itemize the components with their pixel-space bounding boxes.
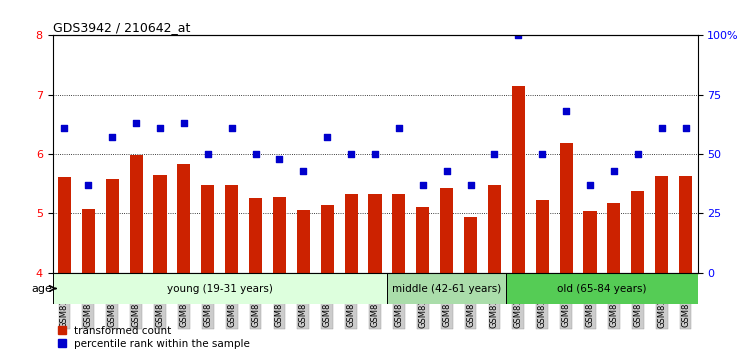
Point xyxy=(536,151,548,157)
Bar xyxy=(440,188,453,273)
Bar xyxy=(368,194,382,273)
Point xyxy=(488,151,500,157)
Bar xyxy=(58,177,71,273)
Bar xyxy=(560,143,573,273)
Point xyxy=(178,120,190,126)
Bar xyxy=(201,185,214,273)
Bar xyxy=(225,185,238,273)
Bar xyxy=(392,194,406,273)
Point xyxy=(274,156,286,161)
Point xyxy=(417,182,429,188)
Point xyxy=(154,125,166,131)
Text: old (65-84 years): old (65-84 years) xyxy=(557,284,646,293)
Point xyxy=(680,125,692,131)
Text: GDS3942 / 210642_at: GDS3942 / 210642_at xyxy=(53,21,190,34)
Bar xyxy=(82,209,95,273)
Bar xyxy=(632,192,644,273)
Bar xyxy=(387,273,506,304)
Bar xyxy=(679,176,692,273)
Point xyxy=(560,108,572,114)
Bar xyxy=(536,200,549,273)
Bar xyxy=(154,175,166,273)
Point xyxy=(297,168,309,173)
Point xyxy=(441,168,453,173)
Point xyxy=(393,125,405,131)
Bar xyxy=(106,179,118,273)
Point xyxy=(82,182,94,188)
Point xyxy=(226,125,238,131)
Point xyxy=(656,125,668,131)
Bar xyxy=(584,211,596,273)
Point xyxy=(106,135,118,140)
Point xyxy=(369,151,381,157)
Bar xyxy=(416,207,429,273)
Point xyxy=(345,151,357,157)
Bar xyxy=(321,205,334,273)
Point xyxy=(464,182,476,188)
Bar xyxy=(130,155,142,273)
Bar xyxy=(512,86,525,273)
Point xyxy=(608,168,620,173)
Point xyxy=(250,151,262,157)
Point xyxy=(584,182,596,188)
Bar xyxy=(177,164,190,273)
Text: age: age xyxy=(32,284,53,293)
Bar xyxy=(344,194,358,273)
Bar xyxy=(488,185,501,273)
Bar xyxy=(506,273,698,304)
Bar xyxy=(655,176,668,273)
Bar xyxy=(53,273,387,304)
Bar xyxy=(297,210,310,273)
Point xyxy=(512,33,524,38)
Bar xyxy=(608,203,620,273)
Text: middle (42-61 years): middle (42-61 years) xyxy=(392,284,501,293)
Bar xyxy=(273,197,286,273)
Bar xyxy=(464,217,477,273)
Point xyxy=(321,135,333,140)
Point xyxy=(202,151,214,157)
Point xyxy=(632,151,644,157)
Text: young (19-31 years): young (19-31 years) xyxy=(166,284,273,293)
Bar xyxy=(249,198,262,273)
Legend: transformed count, percentile rank within the sample: transformed count, percentile rank withi… xyxy=(58,326,250,349)
Point xyxy=(58,125,70,131)
Point xyxy=(130,120,142,126)
